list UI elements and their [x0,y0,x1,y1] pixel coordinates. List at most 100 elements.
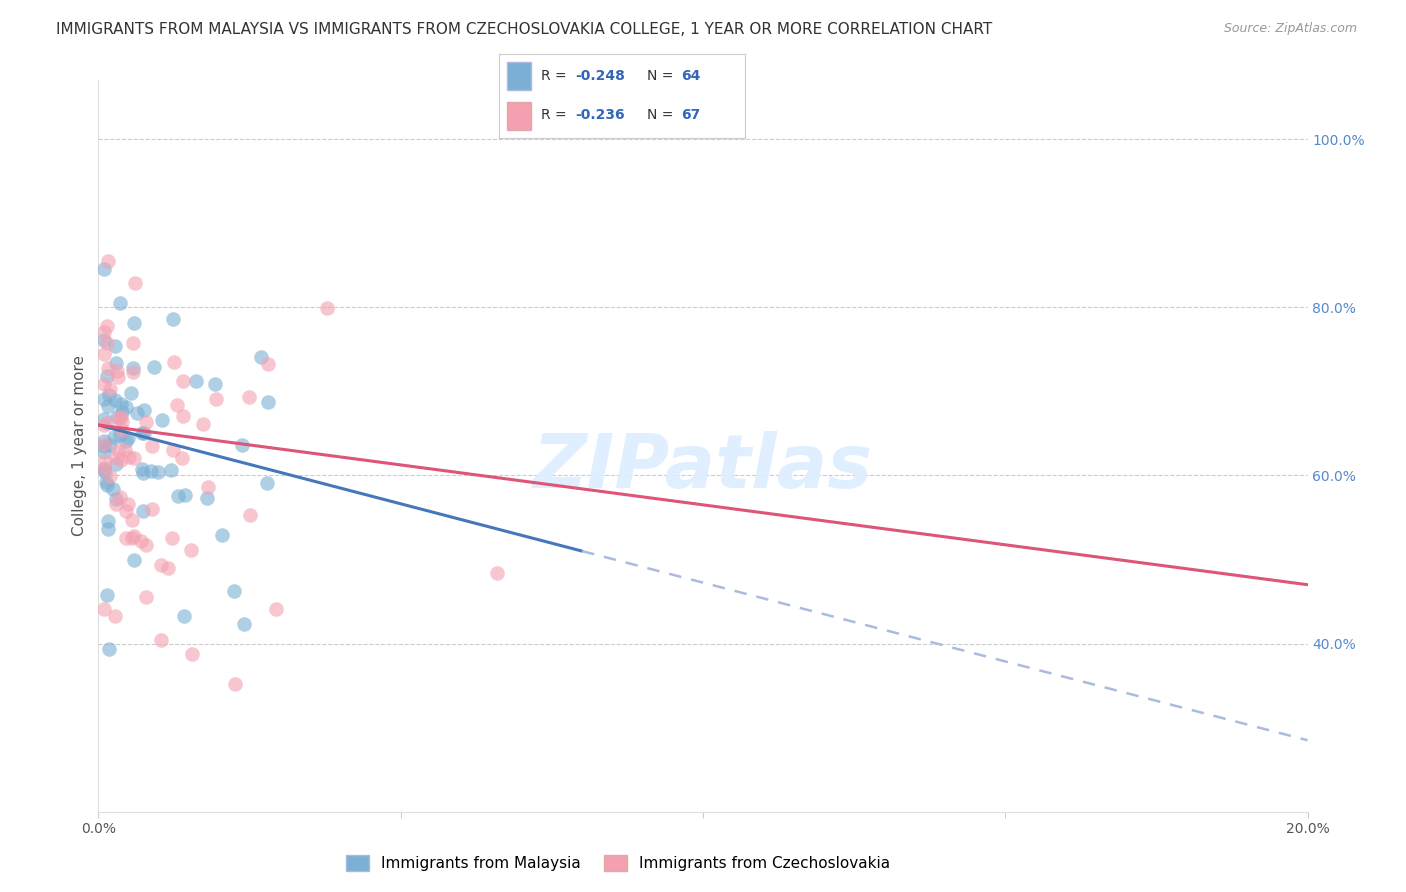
Point [124,317,146,331]
Point [250,351,273,365]
Point [93,462,115,476]
Point [93,417,115,432]
Point [173,488,195,502]
Point [122,450,145,465]
Point [93,445,115,459]
Point [122,336,145,351]
Point [139,464,162,478]
Point [93,602,115,616]
Point [93,437,115,451]
Point [149,558,172,573]
Point [93,465,115,479]
Point [205,392,228,406]
Point [96,588,118,602]
Point [131,462,153,476]
Point [104,393,127,408]
Point [132,504,155,518]
Point [110,453,132,467]
Point [98,642,121,657]
Point [107,443,129,458]
Point [157,560,180,574]
Point [159,463,181,477]
Point [135,415,157,429]
Point [132,425,155,440]
Point [134,403,156,417]
Point [222,584,245,599]
Point [180,542,202,557]
Point [181,648,204,662]
Text: IMMIGRANTS FROM MALAYSIA VS IMMIGRANTS FROM CZECHOSLOVAKIA COLLEGE, 1 YEAR OR MO: IMMIGRANTS FROM MALAYSIA VS IMMIGRANTS F… [56,22,993,37]
Point [107,409,129,424]
Point [135,538,157,552]
Point [315,301,337,315]
Point [238,391,260,405]
Point [108,427,131,442]
Point [97,514,120,528]
Point [110,296,132,310]
Point [121,513,143,527]
Point [111,404,134,418]
Point [195,491,218,506]
Text: N =: N = [647,109,678,122]
Point [104,339,127,353]
Point [256,476,278,491]
Point [103,429,125,443]
Point [104,609,127,624]
Point [150,413,173,427]
Point [93,326,115,340]
Point [122,529,145,543]
Point [162,312,184,326]
Point [141,439,163,453]
Point [101,482,124,496]
Point [110,397,132,411]
Point [239,508,262,523]
Point [122,553,145,567]
Point [96,318,118,333]
Text: 64: 64 [682,70,700,83]
Point [108,410,131,425]
FancyBboxPatch shape [506,62,531,90]
Point [173,609,195,624]
Point [131,425,153,440]
Point [162,531,184,545]
Point [110,410,132,425]
Point [170,450,193,465]
Point [94,453,117,467]
FancyBboxPatch shape [506,102,531,130]
Point [108,490,131,504]
Point [143,360,166,375]
Point [124,276,146,290]
Point [197,480,219,494]
Point [93,377,115,392]
Text: N =: N = [647,70,678,83]
Point [172,375,194,389]
Point [191,417,214,432]
Point [104,356,127,370]
Point [166,398,188,412]
Point [96,416,118,430]
Point [125,406,148,420]
Point [93,392,115,407]
Point [122,361,145,376]
Point [98,468,121,483]
Y-axis label: College, 1 year or more: College, 1 year or more [72,356,87,536]
Point [121,531,143,545]
Point [204,376,226,391]
Text: -0.248: -0.248 [575,70,626,83]
Point [96,477,118,491]
Point [224,677,246,691]
Point [134,590,156,604]
Point [114,443,136,458]
Point [233,616,256,631]
Point [121,365,143,379]
Point [96,369,118,384]
Point [97,360,120,375]
Point [93,334,115,348]
Point [111,423,134,437]
Text: ZIPatlas: ZIPatlas [533,432,873,505]
Point [93,261,115,276]
Point [98,382,121,396]
Text: 67: 67 [682,109,700,122]
Point [114,503,136,517]
Point [97,400,120,414]
